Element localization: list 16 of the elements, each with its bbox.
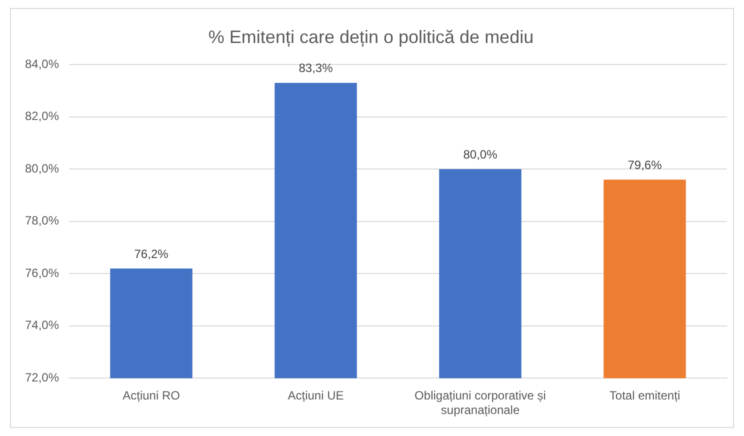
x-tick-label: Acțiuni UE <box>288 388 344 403</box>
y-tick-label: 82,0% <box>24 109 60 124</box>
data-label: 80,0% <box>463 147 498 162</box>
y-tick-label: 84,0% <box>24 56 60 71</box>
data-label: 79,6% <box>628 158 662 172</box>
chart-title: % Emitenți care dețin o politică de mediu <box>208 26 534 47</box>
y-tick-label: 74,0% <box>24 318 60 332</box>
data-label: 76,2% <box>134 246 169 261</box>
y-tick-label: 80,0% <box>24 161 60 176</box>
x-tick-label: Obligațiuni corporative și supranaționale <box>414 388 546 418</box>
x-tick-label: Acțiuni RO <box>122 388 180 403</box>
x-tick-label: Total emitenți <box>609 388 680 403</box>
y-tick-label: 76,0% <box>24 266 60 280</box>
y-tick-label: 78,0% <box>24 214 60 228</box>
data-label: 83,3% <box>298 61 334 76</box>
y-tick-label: 72,0% <box>24 370 60 385</box>
